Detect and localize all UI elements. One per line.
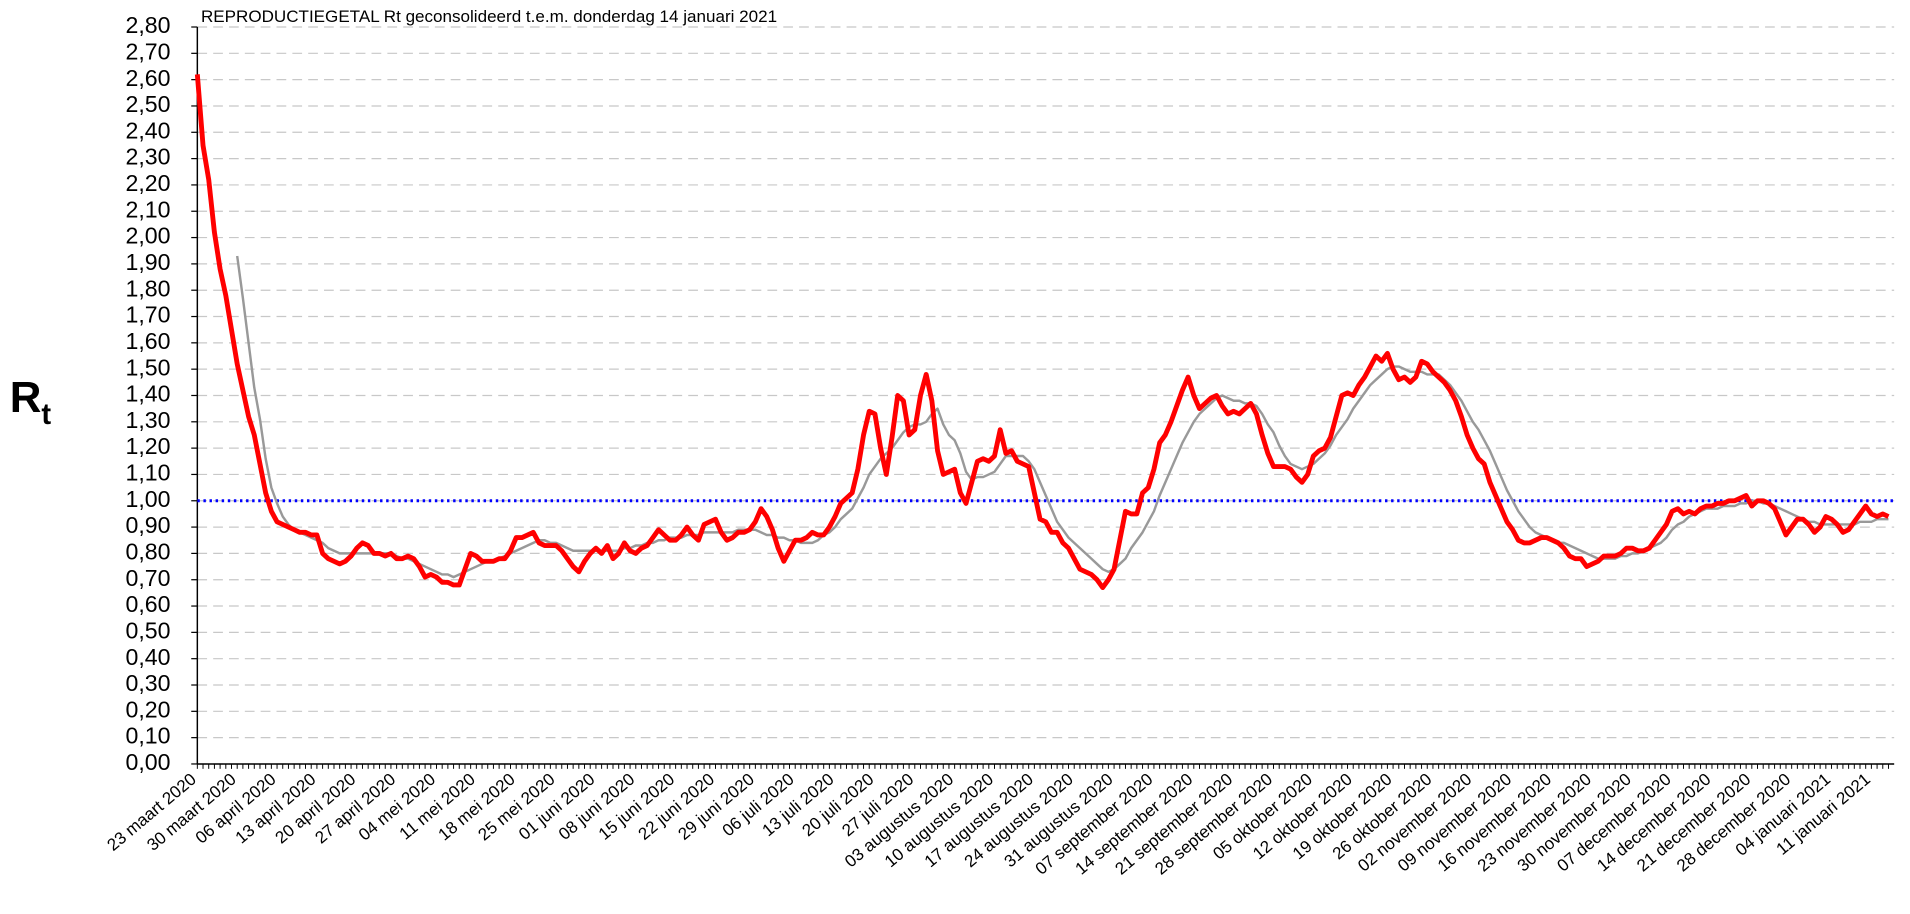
line-series	[194, 74, 1890, 591]
y-tick-label: 2,50	[126, 91, 171, 117]
y-tick-label: 0,70	[126, 565, 171, 591]
y-tick-label: 1,90	[126, 249, 171, 275]
y-tick-label: 1,70	[126, 302, 171, 328]
y-tick-label: 1,80	[126, 275, 171, 301]
y-tick-label: 1,00	[126, 486, 171, 512]
y-tick-label: 0,10	[126, 723, 171, 749]
y-tick-label: 0,50	[126, 617, 171, 643]
y-tick-label: 1,30	[126, 407, 171, 433]
y-tick-label: 2,20	[126, 170, 171, 196]
y-tick-label: 2,30	[126, 144, 171, 170]
line-series	[235, 255, 1889, 579]
y-tick-label: 1,20	[126, 433, 171, 459]
y-axis-label: Rt	[10, 373, 52, 431]
y-tick-label: 0,60	[126, 591, 171, 617]
y-tick-label: 0,20	[126, 696, 171, 722]
y-tick-label: 2,70	[126, 38, 171, 64]
y-axis-label-sub: t	[41, 399, 51, 431]
y-tick-label: 2,60	[126, 65, 171, 91]
y-tick-label: 0,00	[126, 749, 171, 775]
y-tick-label: 2,80	[126, 12, 171, 38]
y-tick-label: 1,10	[126, 460, 171, 486]
y-tick-label: 0,80	[126, 539, 171, 565]
y-tick-label: 1,50	[126, 354, 171, 380]
y-tick-label: 1,60	[126, 328, 171, 354]
y-tick-label: 2,10	[126, 196, 171, 222]
y-tick-label: 0,90	[126, 512, 171, 538]
y-axis-label-main: R	[10, 373, 42, 422]
y-tick-label: 1,40	[126, 381, 171, 407]
y-tick-label: 0,40	[126, 644, 171, 670]
y-tick-label: 2,00	[126, 223, 171, 249]
y-tick-label: 0,30	[126, 670, 171, 696]
y-tick-label: 2,40	[126, 117, 171, 143]
chart-title: REPRODUCTIEGETAL Rt geconsolideerd t.e.m…	[201, 7, 777, 26]
